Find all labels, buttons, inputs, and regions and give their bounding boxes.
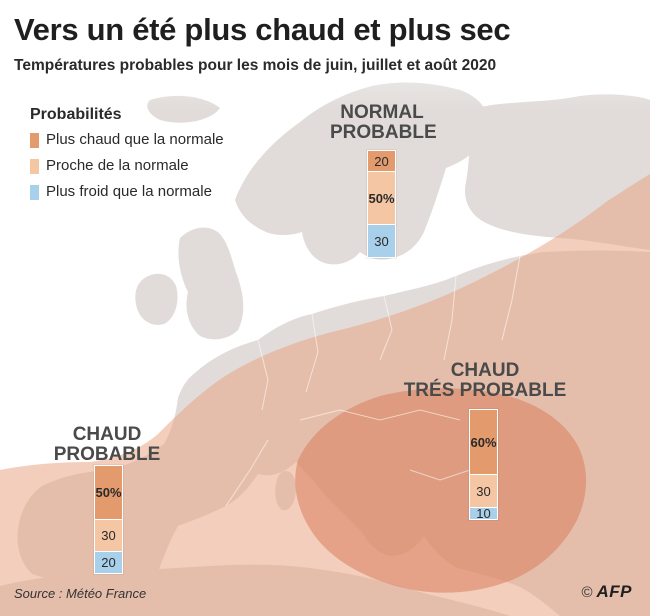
swatch-cold: [30, 185, 39, 200]
region-label-southwest-line1: CHAUD: [72, 424, 142, 445]
swatch-normal: [30, 159, 39, 174]
legend-label-warm: Plus chaud que la normale: [46, 131, 224, 148]
region-label-southwest: CHAUD PROBABLE: [52, 425, 162, 465]
region-label-north-line2: PROBABLE: [330, 122, 437, 143]
land-great-britain: [178, 227, 244, 340]
credit: © AFP: [581, 582, 632, 602]
legend-item-normal: Proche de la normale: [30, 156, 224, 182]
segment-cold: 30: [368, 225, 395, 257]
afp-logo: AFP: [596, 582, 632, 601]
region-label-north-line1: NORMAL: [340, 102, 424, 123]
legend-label-normal: Proche de la normale: [46, 157, 189, 174]
legend-item-warm: Plus chaud que la normale: [30, 130, 224, 156]
legend-label-cold: Plus froid que la normale: [46, 183, 212, 200]
segment-warm: 20: [368, 151, 395, 173]
country-borders: [225, 255, 521, 507]
region-label-southeast-line2: TRÉS PROBABLE: [403, 380, 567, 401]
segment-cold: 10: [470, 506, 497, 521]
legend-title: Probabilités: [30, 106, 122, 123]
region-label-southwest-line2: PROBABLE: [53, 444, 161, 465]
land-scandinavia: [235, 82, 489, 265]
legend-item-cold: Plus froid que la normale: [30, 182, 224, 208]
region-label-southeast-line1: CHAUD: [450, 360, 520, 381]
probability-bar-north: 20 50% 30: [367, 150, 396, 258]
infographic-title: Vers un été plus chaud et plus sec: [14, 12, 511, 47]
segment-cold: 20: [95, 551, 122, 573]
copyright-symbol: ©: [581, 583, 593, 601]
region-label-north: NORMAL PROBABLE: [330, 102, 437, 143]
segment-normal: 30: [95, 519, 122, 552]
segment-warm: 60%: [470, 410, 497, 476]
segment-warm: 50%: [95, 466, 122, 520]
region-label-southeast: CHAUD TRÉS PROBABLE: [402, 361, 568, 401]
segment-normal: 50%: [368, 172, 395, 226]
probability-bar-southeast: 60% 30 10: [469, 409, 498, 521]
title-fade: [0, 0, 650, 110]
land-ireland: [135, 273, 178, 325]
infographic-subtitle: Températures probables pour les mois de …: [14, 57, 497, 74]
legend: Probabilités Plus chaud que la normale P…: [30, 106, 224, 208]
probability-bar-southwest: 50% 30 20: [94, 465, 123, 574]
source-note: Source : Météo France: [14, 586, 147, 601]
segment-normal: 30: [470, 475, 497, 509]
swatch-warm: [30, 133, 39, 148]
zone-very-warm-probable: [295, 388, 587, 593]
